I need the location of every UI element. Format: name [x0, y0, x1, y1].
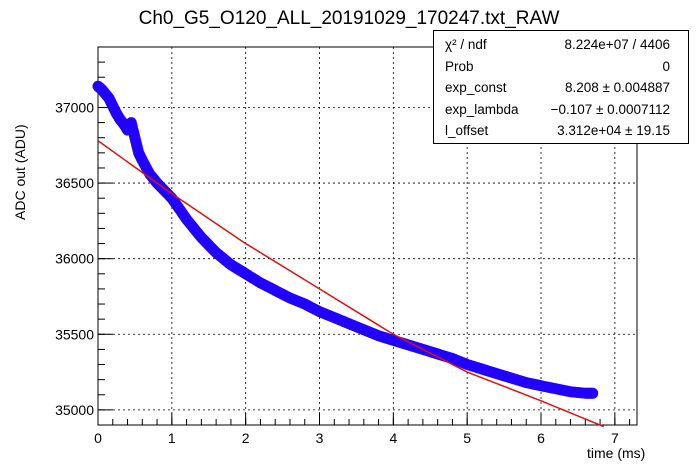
- plot-frame: [97, 46, 638, 426]
- y-tick-label: 36000: [55, 251, 94, 267]
- stats-key: exp_const: [445, 80, 507, 95]
- stats-row: exp_lambda −0.107 ± 0.0007112: [434, 100, 688, 120]
- x-tick-label: 0: [94, 430, 102, 446]
- y-tick-label: 36500: [55, 175, 94, 191]
- y-tick-label: 37000: [55, 99, 94, 115]
- stats-value: −0.107 ± 0.0007112: [550, 101, 670, 117]
- x-tick-label: 6: [537, 430, 545, 446]
- stats-row: l_offset 3.312e+04 ± 19.15: [434, 121, 688, 141]
- stats-key: χ² / ndf: [445, 37, 487, 52]
- stats-key: exp_lambda: [445, 101, 519, 117]
- stats-value: 8.208 ± 0.004887: [564, 80, 670, 95]
- stats-value: 8.224e+07 / 4406: [564, 37, 670, 52]
- x-tick-label: 3: [316, 430, 324, 446]
- data-points: [92, 80, 599, 399]
- chart-title: Ch0_G5_O120_ALL_20191029_170247.txt_RAW: [138, 8, 560, 29]
- x-axis-label: time (ms): [587, 445, 646, 461]
- axis-ticks: [97, 46, 631, 426]
- x-tick-label: 4: [389, 430, 397, 446]
- data-point: [587, 387, 599, 399]
- stats-row: χ² / ndf 8.224e+07 / 4406: [434, 35, 688, 55]
- x-tick-label: 2: [242, 430, 250, 446]
- stats-row: exp_const 8.208 ± 0.004887: [434, 78, 688, 98]
- x-tick-label: 1: [168, 430, 176, 446]
- fit-line: [97, 140, 605, 428]
- x-tick-label: 7: [611, 430, 619, 446]
- stats-key: Prob: [445, 58, 474, 74]
- y-tick-label: 35500: [55, 326, 94, 342]
- y-tick-label: 35000: [55, 402, 94, 418]
- stats-value: 3.312e+04 ± 19.15: [557, 123, 670, 138]
- stats-box: χ² / ndf 8.224e+07 / 4406 Prob 0 exp_const 8.…: [433, 30, 689, 144]
- stats-key: l_offset: [445, 123, 489, 138]
- stats-row: Prob 0: [434, 57, 688, 77]
- tick-labels: 0 1 2 3 4 5 6 7 35000 35500 36000 36500 37000: [55, 99, 619, 446]
- stats-value: 0: [662, 58, 670, 74]
- x-tick-label: 5: [463, 430, 471, 446]
